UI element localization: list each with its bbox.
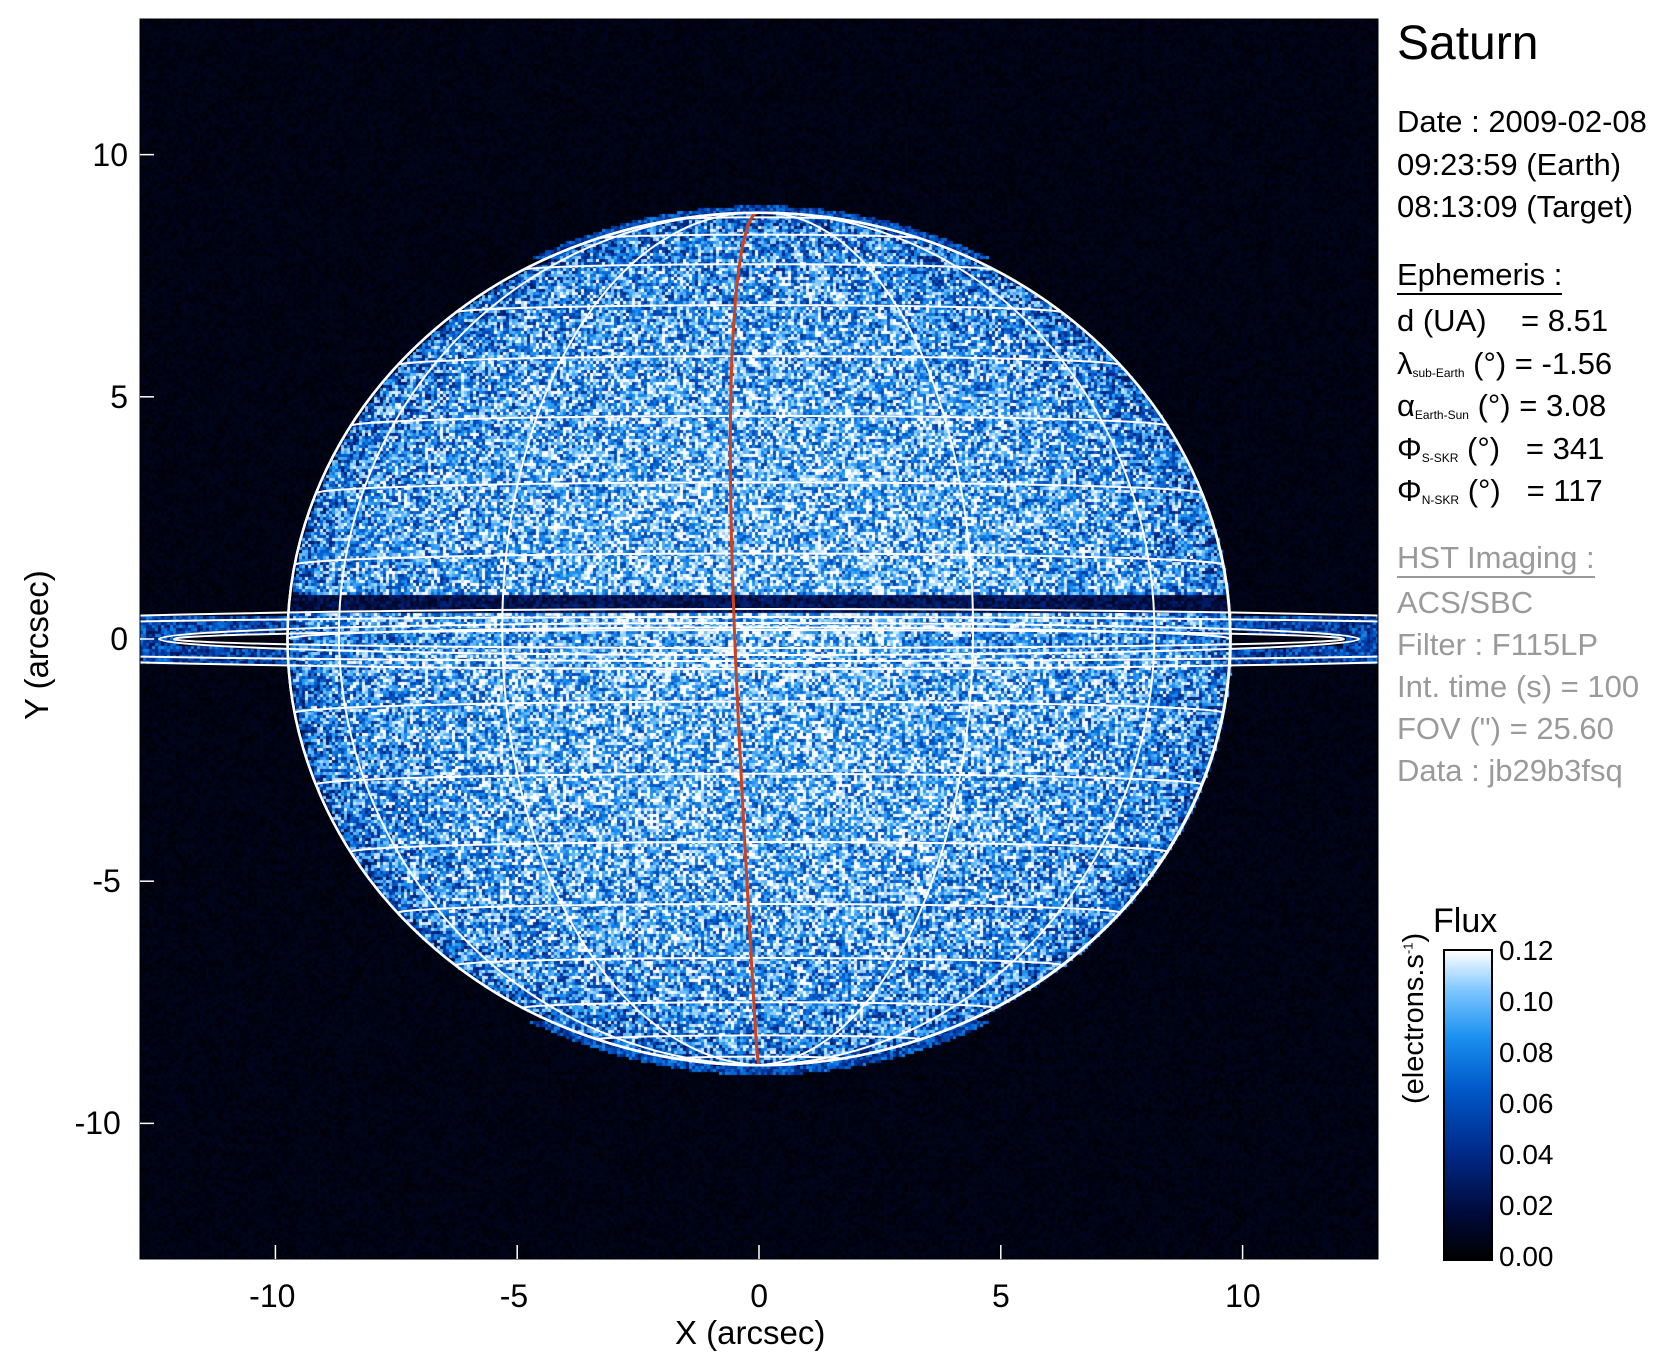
ephemeris-sub: sub-Earth: [1412, 365, 1465, 380]
planet-grid: [0, 211, 1676, 1067]
ephemeris-symbol: Φ: [1397, 473, 1422, 508]
central-meridian-line: [728, 211, 761, 1066]
meridian-line: [758, 211, 975, 1067]
ephemeris-row: ΦS-SKR (°) = 341: [1397, 433, 1604, 464]
latitude-line: [286, 626, 1232, 640]
saturn-uv-image: [140, 19, 1378, 1259]
ephemeris-symbol: Φ: [1397, 430, 1422, 466]
x-tick-label: -10: [249, 1278, 296, 1314]
latitude-line: [455, 956, 1063, 967]
planet-title: Saturn: [1397, 17, 1539, 70]
x-tick-label: -5: [499, 1278, 529, 1314]
ephemeris-unit: (°): [1468, 388, 1511, 423]
latitude-line: [396, 903, 1122, 914]
ring-outline: [158, 622, 1360, 656]
ephemeris-eq: = -1.56: [1506, 345, 1613, 381]
y-tick-label: 0: [110, 621, 128, 657]
colorbar-tick-label: 0.02: [1499, 1190, 1554, 1221]
x-tick-label: 0: [750, 1278, 769, 1314]
x-tick-label: 10: [1225, 1278, 1261, 1314]
ephemeris-eq: = 8.51: [1486, 303, 1609, 338]
ephemeris-symbol: λ: [1397, 345, 1413, 381]
latitude-line: [523, 263, 995, 271]
earth-time-line: 09:23:59 (Earth): [1397, 147, 1622, 182]
ephemeris-row: d (UA) = 8.51: [1397, 305, 1608, 336]
ephemeris-row: αEarth-Sun (°) = 3.08: [1397, 390, 1606, 421]
ephemeris-sub: S-SKR: [1421, 450, 1459, 465]
latitude-line: [397, 355, 1121, 366]
y-tick-label: 5: [110, 378, 128, 415]
y-axis-label: Y (arcsec): [18, 570, 55, 720]
ephemeris-unit: (°): [1459, 473, 1501, 508]
colorbar-tick-label: 0.12: [1499, 935, 1554, 966]
colorbar-tick-label: 0.00: [1499, 1241, 1554, 1272]
meridian-line: [758, 261, 1231, 1067]
plot-frame: [139, 18, 1379, 1260]
latitude-line: [596, 1034, 922, 1041]
hst-line: Int. time (s) = 100: [1397, 669, 1640, 704]
latitude-line: [315, 481, 1203, 494]
x-axis-label: X (arcsec): [675, 1314, 826, 1351]
colorbar: [1443, 949, 1493, 1261]
latitude-line: [678, 216, 840, 220]
hst-heading: HST Imaging :: [1397, 542, 1595, 578]
y-tick-label: -10: [74, 1105, 121, 1142]
ring-outline: [173, 629, 1345, 649]
colorbar-label: (electrons.s-1): [1398, 932, 1430, 1104]
ephemeris-row: λsub-Earth (°) = -1.56: [1397, 348, 1612, 379]
ephemeris-eq: = 3.08: [1510, 388, 1607, 423]
colorbar-tick-label: 0.04: [1499, 1139, 1554, 1170]
latitude-line: [315, 772, 1203, 786]
latitude-line: [294, 552, 1224, 566]
latitude-line: [455, 304, 1063, 314]
latitude-line: [293, 700, 1225, 714]
ephemeris-sub: Earth-Sun: [1414, 408, 1469, 422]
latitude-line: [349, 841, 1169, 853]
meridian-line: [758, 212, 1156, 1067]
y-tick-label: -5: [92, 863, 121, 900]
ephemeris-unit: (°): [1458, 430, 1501, 466]
meridian-line: [337, 212, 760, 1067]
ephemeris-symbol: d: [1397, 303, 1415, 338]
ephemeris-unit: (°): [1464, 345, 1507, 381]
date-line: Date : 2009-02-08: [1397, 104, 1647, 139]
hst-line: Data : jb29b3fsq: [1397, 753, 1623, 788]
latitude-line: [350, 414, 1168, 427]
colorbar-tick-label: 0.06: [1499, 1088, 1554, 1119]
ephemeris-eq: = 117: [1500, 473, 1603, 508]
y-tick-label: 10: [92, 136, 128, 173]
latitude-line: [521, 1001, 997, 1009]
meridian-line: [501, 211, 760, 1067]
latitude-line: [598, 233, 920, 240]
hst-line: FOV (") = 25.60: [1397, 711, 1614, 746]
hst-line: Filter : F115LP: [1397, 627, 1599, 662]
axes: [139, 18, 1379, 1260]
ephemeris-row: ΦN-SKR (°) = 117: [1397, 475, 1603, 506]
hst-line: ACS/SBC: [1397, 585, 1534, 620]
ring-outline: [0, 608, 1676, 670]
ephemeris-unit: (UA): [1414, 303, 1487, 338]
ephemeris-sub: N-SKR: [1421, 493, 1460, 507]
meridian-line: [552, 1021, 760, 1067]
planet-limb-front: [286, 211, 1232, 1067]
ephemeris-heading: Ephemeris :: [1397, 259, 1563, 295]
planet-limb: [286, 211, 1232, 1067]
colorbar-tick-label: 0.08: [1499, 1037, 1554, 1068]
colorbar-tick-label: 0.10: [1499, 986, 1554, 1017]
colorbar-title: Flux: [1433, 902, 1498, 940]
ring-outline: [0, 616, 1676, 662]
ephemeris-symbol: α: [1397, 388, 1415, 423]
target-time-line: 08:13:09 (Target): [1397, 189, 1634, 224]
ephemeris-eq: = 341: [1500, 430, 1605, 466]
x-tick-label: 5: [992, 1278, 1010, 1314]
